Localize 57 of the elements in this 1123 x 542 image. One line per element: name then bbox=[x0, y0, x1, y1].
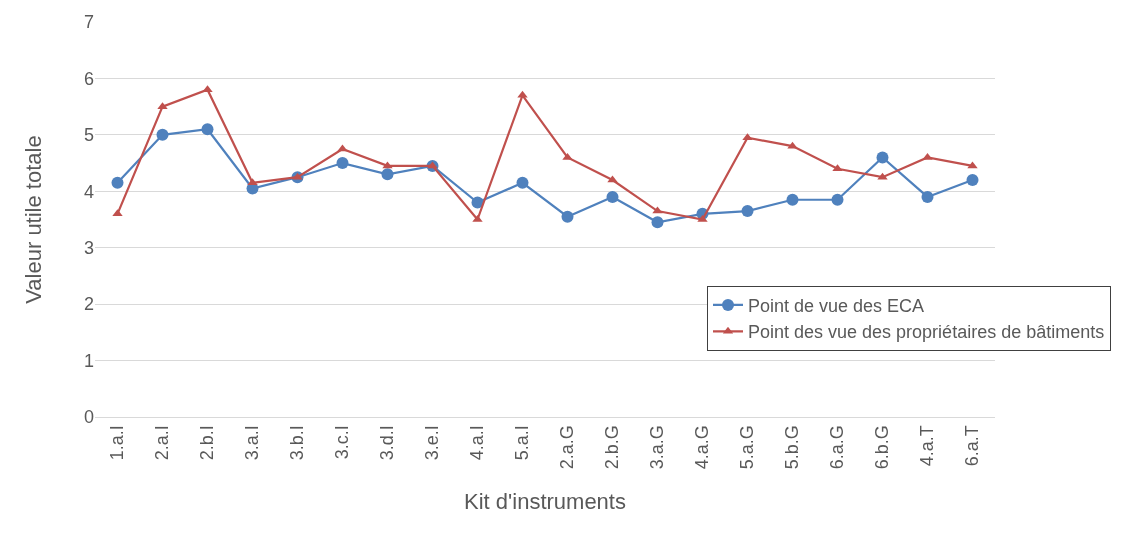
point bbox=[606, 190, 619, 203]
point bbox=[876, 151, 889, 164]
x-tick-label: 6.a.T bbox=[962, 425, 983, 467]
x-tick-label: 5.a.G bbox=[737, 425, 758, 470]
point bbox=[562, 152, 573, 160]
x-tick-label: 3.b.I bbox=[287, 425, 308, 461]
point bbox=[561, 210, 574, 223]
x-tick-label: 3.e.I bbox=[422, 425, 443, 461]
x-tick-label: 5.a.I bbox=[512, 425, 533, 461]
point bbox=[381, 168, 394, 181]
point bbox=[516, 176, 529, 189]
y-tick-label: 4 bbox=[83, 181, 94, 202]
x-tick-label: 2.a.G bbox=[557, 425, 578, 470]
point bbox=[517, 90, 528, 98]
x-axis-title: Kit d'instruments bbox=[464, 489, 626, 515]
point bbox=[741, 205, 754, 218]
x-tick-label: 3.a.I bbox=[242, 425, 263, 461]
y-tick-label: 0 bbox=[83, 407, 94, 428]
x-tick-label: 2.b.I bbox=[197, 425, 218, 461]
y-tick-label: 3 bbox=[83, 238, 94, 259]
x-tick-label: 3.c.I bbox=[332, 425, 353, 460]
point bbox=[831, 193, 844, 206]
x-tick-label: 1.a.I bbox=[107, 425, 128, 461]
y-tick-label: 6 bbox=[83, 68, 94, 89]
point bbox=[652, 206, 663, 214]
point bbox=[922, 152, 933, 160]
x-tick-label: 4.a.I bbox=[467, 425, 488, 461]
point bbox=[112, 209, 123, 217]
x-tick-label: 5.b.G bbox=[782, 425, 803, 470]
legend-label: Point de vue des ECA bbox=[748, 295, 925, 316]
y-tick-label: 1 bbox=[83, 350, 94, 371]
y-tick-label: 5 bbox=[83, 125, 94, 146]
y-axis-title: Valeur utile totale bbox=[21, 135, 46, 304]
point bbox=[921, 190, 934, 203]
point bbox=[337, 144, 348, 152]
point bbox=[382, 161, 393, 169]
y-tick-label: 7 bbox=[83, 12, 94, 33]
point bbox=[156, 128, 169, 141]
x-tick-label: 6.b.G bbox=[872, 425, 893, 470]
legend-label: Point des vue des propriétaires de bâtiments bbox=[748, 322, 1105, 343]
point bbox=[111, 176, 124, 189]
point bbox=[786, 193, 799, 206]
x-tick-label: 4.a.T bbox=[917, 425, 938, 467]
x-tick-label: 4.a.G bbox=[692, 425, 713, 470]
point bbox=[607, 175, 618, 183]
y-tick-label: 2 bbox=[83, 294, 94, 315]
point bbox=[651, 216, 664, 229]
x-tick-label: 3.d.I bbox=[377, 425, 398, 461]
x-tick-label: 2.b.G bbox=[602, 425, 623, 470]
x-tick-label: 6.a.G bbox=[827, 425, 848, 470]
point bbox=[336, 157, 349, 170]
point bbox=[201, 123, 214, 136]
point bbox=[247, 178, 258, 186]
point bbox=[966, 174, 979, 186]
x-tick-label: 2.a.I bbox=[152, 425, 173, 461]
point bbox=[967, 161, 978, 169]
x-tick-label: 3.a.G bbox=[647, 425, 668, 470]
